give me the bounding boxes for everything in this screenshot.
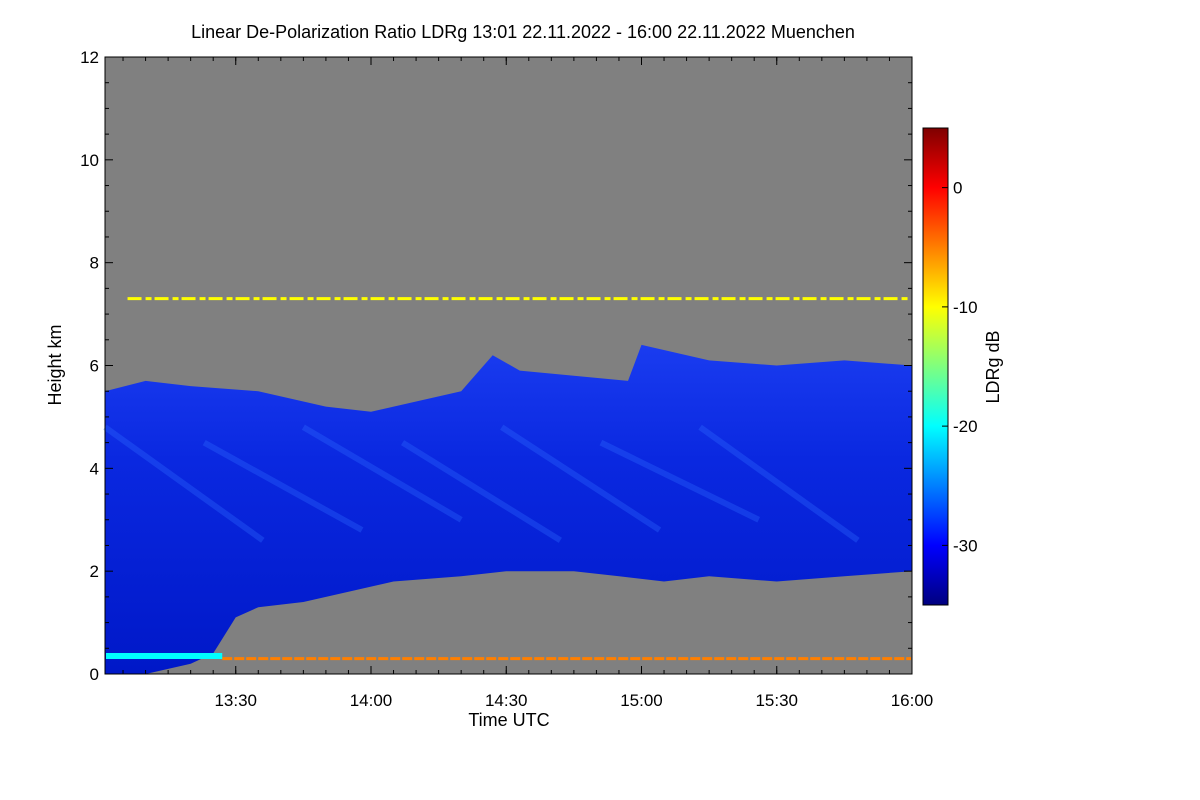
- colorbar-tick-label: -20: [953, 417, 978, 436]
- cloud-region: [105, 344, 912, 674]
- chart-title: Linear De-Polarization Ratio LDRg 13:01 …: [191, 22, 855, 42]
- y-tick-label: 10: [80, 151, 99, 170]
- plot-area: [103, 56, 913, 675]
- x-axis: 13:30 14:00 14:30 15:00 15:30 16:00: [122, 57, 934, 710]
- y-axis-label: Height km: [45, 324, 65, 405]
- x-tick-label: 16:00: [891, 691, 934, 710]
- colorbar-ticks: 0 -10 -20 -30: [942, 179, 978, 555]
- x-tick-label: 13:30: [214, 691, 257, 710]
- y-axis: 0 2 4 6 8 10 12: [80, 48, 912, 684]
- fall-streak: [500, 424, 662, 533]
- fall-streak: [698, 424, 860, 543]
- y-tick-label: 0: [90, 665, 99, 684]
- fall-streak: [202, 440, 364, 533]
- colorbar: 0 -10 -20 -30 LDRg dB: [922, 127, 1003, 606]
- y-tick-label: 12: [80, 48, 99, 67]
- colorbar-tick-label: -10: [953, 298, 978, 317]
- y-tick-label: 8: [90, 254, 99, 273]
- x-tick-label: 14:30: [485, 691, 528, 710]
- x-tick-label: 14:00: [350, 691, 393, 710]
- x-tick-label: 15:00: [620, 691, 663, 710]
- aerosol-layers: [106, 297, 911, 661]
- y-tick-label: 6: [90, 357, 99, 376]
- fall-streaks: [103, 424, 860, 543]
- y-tick-label: 4: [90, 459, 99, 478]
- colorbar-label: LDRg dB: [983, 330, 1003, 403]
- fall-streak: [103, 424, 265, 543]
- colorbar-tick-label: -30: [953, 536, 978, 555]
- x-axis-label: Time UTC: [468, 710, 549, 730]
- y-tick-label: 2: [90, 562, 99, 581]
- colorbar-tick-label: 0: [953, 179, 962, 198]
- fall-streak: [400, 440, 562, 543]
- x-tick-label: 15:30: [755, 691, 798, 710]
- colorbar-gradient: [922, 127, 949, 606]
- fall-streak: [599, 439, 761, 523]
- fall-streak: [301, 424, 463, 523]
